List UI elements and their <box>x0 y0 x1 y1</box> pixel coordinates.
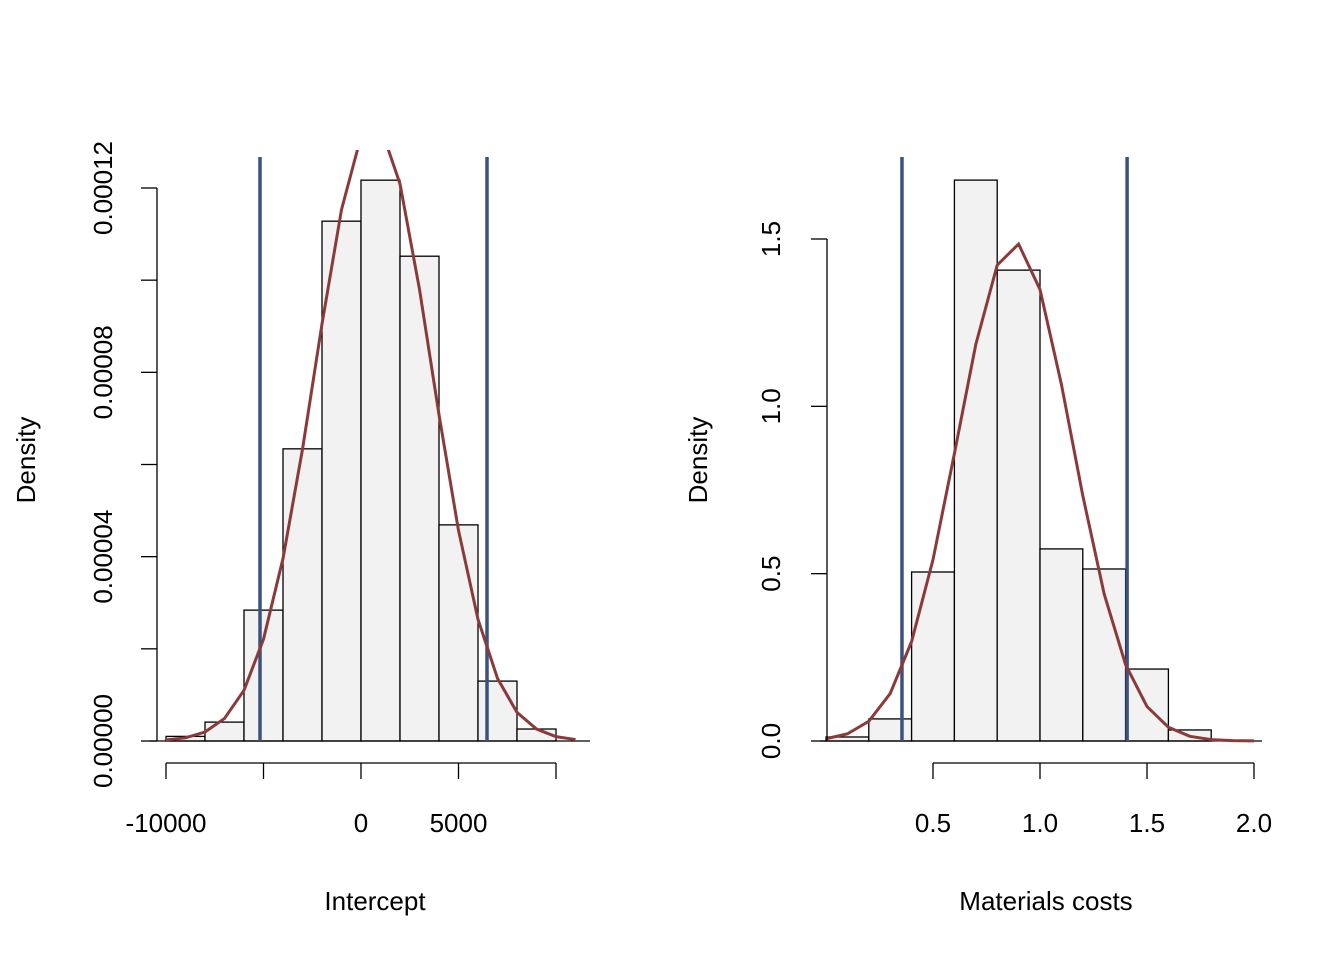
y-tick-label: 0.00012 <box>88 141 118 235</box>
bar <box>868 718 913 742</box>
density-curve <box>825 241 1255 743</box>
bar <box>1039 548 1084 742</box>
y-tick-label: 1.0 <box>756 388 786 424</box>
y-tick-label: 0.00008 <box>88 325 118 419</box>
y-axis-title: Density <box>11 417 41 504</box>
y-tick-label: 0.00004 <box>88 510 118 604</box>
bar <box>282 448 323 742</box>
bar <box>996 269 1041 742</box>
x-tick-label: 2.0 <box>1236 808 1272 838</box>
bar <box>477 680 518 742</box>
y-tick-label: 0.5 <box>756 556 786 592</box>
x-axis-title: Intercept <box>324 886 426 916</box>
y-axis-title: Density <box>683 417 713 504</box>
y-tick-label: 0.00000 <box>88 694 118 788</box>
curve-clip <box>825 241 1255 743</box>
y-tick-label: 1.5 <box>756 221 786 257</box>
curve-clip <box>165 150 576 742</box>
x-tick-label: 1.0 <box>1022 808 1058 838</box>
x-tick-label: -10000 <box>126 808 207 838</box>
x-tick-label: 5000 <box>430 808 488 838</box>
bar <box>399 255 440 742</box>
bar <box>953 179 998 742</box>
bar <box>910 571 956 742</box>
y-tick-label: 0.0 <box>756 723 786 759</box>
x-tick-label: 0.5 <box>915 808 951 838</box>
bar <box>438 524 479 742</box>
x-tick-label: 1.5 <box>1129 808 1165 838</box>
bar <box>321 220 362 742</box>
density-curve <box>165 150 576 742</box>
x-axis-title: Materials costs <box>959 886 1132 916</box>
x-tick-label: 0 <box>354 808 368 838</box>
bar <box>360 179 401 742</box>
bar <box>204 721 245 742</box>
